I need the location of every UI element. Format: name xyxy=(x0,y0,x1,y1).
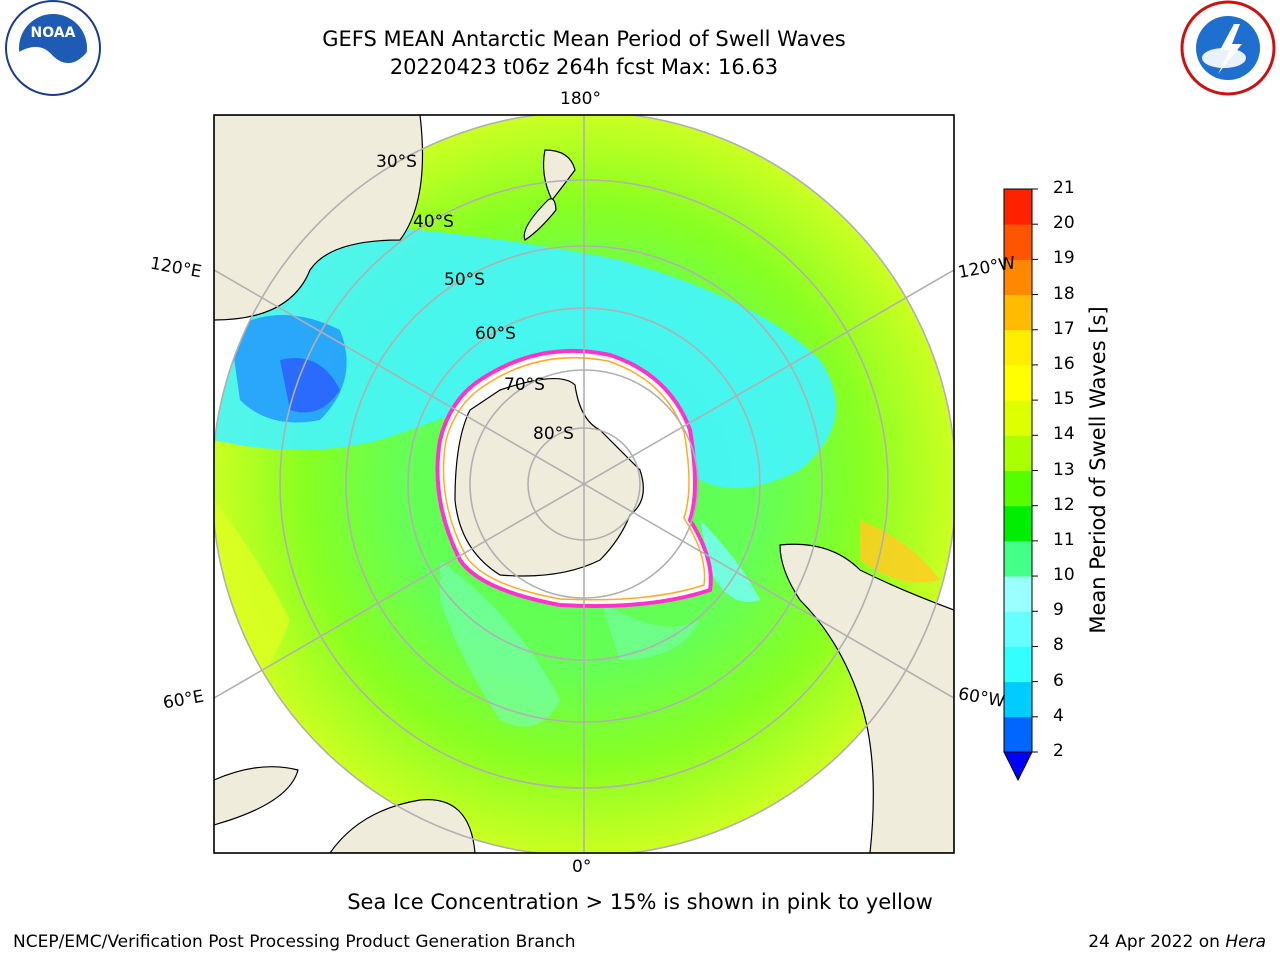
colorbar-swatch xyxy=(1004,540,1032,577)
colorbar-swatch xyxy=(1004,435,1032,471)
colorbar-tick-label: 4 xyxy=(1053,705,1064,726)
colorbar-swatch xyxy=(1004,400,1032,436)
colorbar-tick-label: 9 xyxy=(1053,600,1064,621)
map-frame xyxy=(213,114,955,854)
lon-label-180: 180° xyxy=(560,89,601,109)
colorbar-swatch xyxy=(1004,716,1032,753)
run-date: 24 Apr 2022 on Hera xyxy=(1088,932,1266,952)
lat-label-80s: 80°S xyxy=(533,424,574,444)
colorbar-tick-label: 12 xyxy=(1053,494,1075,515)
sea-ice-note: Sea Ice Concentration > 15% is shown in … xyxy=(347,890,933,914)
noaa-logo: NOAA xyxy=(5,0,101,96)
colorbar-tick-label: 15 xyxy=(1053,389,1075,410)
colorbar-swatch xyxy=(1004,646,1032,683)
colorbar-swatch xyxy=(1004,294,1032,331)
colorbar-swatch xyxy=(1004,576,1032,612)
map-title: GEFS MEAN Antarctic Mean Period of Swell… xyxy=(322,27,846,51)
colorbar-tick-label: 6 xyxy=(1053,670,1064,691)
colorbar-tick-label: 11 xyxy=(1053,529,1075,550)
lat-label-70s: 70°S xyxy=(504,375,545,395)
colorbar-swatch xyxy=(1004,189,1032,225)
lat-label-40s: 40°S xyxy=(413,212,454,232)
colorbar-swatch xyxy=(1004,505,1032,542)
run-date-text: 24 Apr 2022 on xyxy=(1088,932,1220,952)
colorbar-swatch xyxy=(1004,681,1032,718)
colorbar-tick-label: 10 xyxy=(1053,565,1075,586)
credit-line: NCEP/EMC/Verification Post Processing Pr… xyxy=(13,932,576,952)
colorbar-tick-label: 19 xyxy=(1053,248,1075,269)
graticule xyxy=(214,115,954,853)
colorbar-tick-label: 16 xyxy=(1053,353,1075,374)
colorbar-swatch xyxy=(1004,224,1032,260)
map-subtitle: 20220423 t06z 264h fcst Max: 16.63 xyxy=(389,55,779,79)
lat-label-60s: 60°S xyxy=(475,324,516,344)
noaa-logo-text: NOAA xyxy=(31,25,76,41)
colorbar-tick-label: 13 xyxy=(1053,459,1075,480)
colorbar-swatch xyxy=(1004,611,1032,647)
lat-label-50s: 50°S xyxy=(444,270,485,290)
lat-label-30s: 30°S xyxy=(376,152,417,172)
lon-label-0: 0° xyxy=(572,857,592,877)
colorbar-tick-label: 20 xyxy=(1053,213,1075,234)
colorbar-tick-label: 8 xyxy=(1053,635,1064,656)
colorbar-tick-label: 17 xyxy=(1053,318,1075,339)
colorbar-tick-label: 14 xyxy=(1053,424,1075,445)
colorbar-swatch xyxy=(1004,364,1032,401)
colorbar-swatch xyxy=(1004,329,1032,366)
machine-name: Hera xyxy=(1225,932,1266,952)
colorbar-tick-label: 2 xyxy=(1053,741,1064,761)
nws-logo xyxy=(1180,0,1276,96)
colorbar-tick-label: 21 xyxy=(1053,178,1075,198)
colorbar-swatch xyxy=(1004,259,1032,296)
colorbar-tick-label: 18 xyxy=(1053,283,1075,304)
colorbar-title: Mean Period of Swell Waves [s] xyxy=(1086,306,1110,634)
colorbar xyxy=(1003,188,1038,782)
colorbar-extend-arrow xyxy=(1003,751,1033,782)
colorbar-swatch xyxy=(1004,470,1032,507)
